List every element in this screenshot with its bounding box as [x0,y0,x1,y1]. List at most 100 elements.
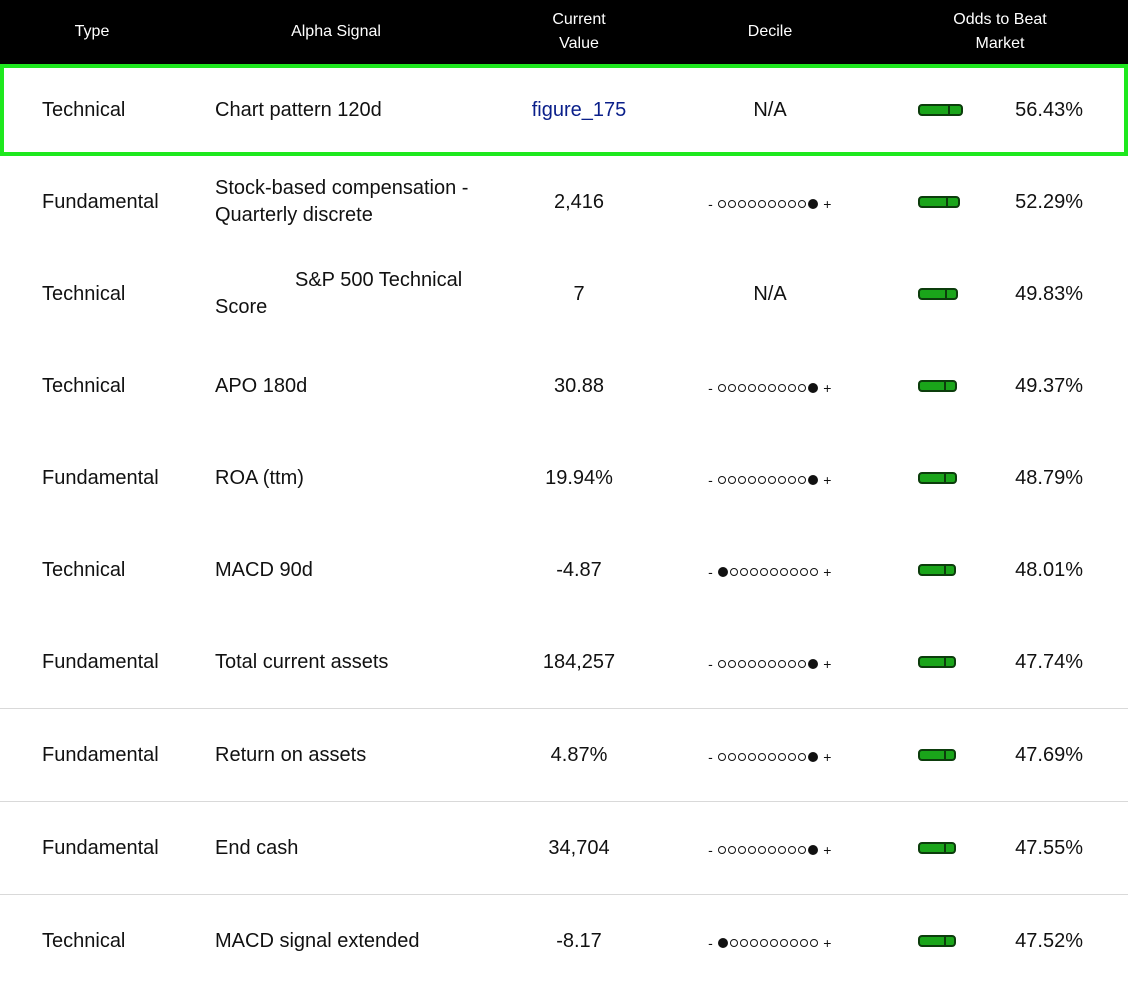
decile-cell: - + [680,432,860,524]
current-value-cell: 4.87% [500,709,658,801]
odds-bar [918,380,957,392]
odds-bar-cell [918,340,968,432]
table-row[interactable]: Fundamental End cash 34,704- +47.55% [0,801,1128,894]
decile-dot [748,846,757,854]
type-cell: Technical [42,374,126,397]
odds-bar [918,935,956,947]
decile-minus: - [708,934,714,951]
chart-pattern-link[interactable]: figure_175 [531,98,627,121]
odds-percent-cell: 56.43% [1015,98,1083,121]
table-row[interactable]: Fundamental Stock-based compensation - Qua… [0,156,1128,248]
decile-minus: - [708,841,714,858]
decile-dots [717,383,819,393]
odds-percent-cell: 48.01% [1015,558,1083,581]
decile-dot [770,568,779,576]
odds-bar [918,749,956,761]
decile-dot [778,846,787,854]
odds-bar [918,288,958,300]
decile-dots [717,475,819,485]
decile-minus: - [708,379,714,396]
current-value-cell: 184,257 [500,616,658,708]
current-value-cell: 30.88 [500,340,658,432]
table-row[interactable]: Technical S&P 500 Technical Score 7 N/A 49.83… [0,248,1128,340]
decile-dot [758,753,767,761]
alpha-signal-cell: APO 180d [215,340,505,432]
decile-dot [768,753,777,761]
decile-dot-filled [718,938,729,948]
table-row[interactable]: Technical APO 180d 30.88- +49.37% [0,340,1128,432]
decile-dot [810,939,819,947]
decile-plus: + [823,195,832,212]
type-cell: Fundamental [42,650,159,673]
table-row[interactable]: Technical MACD signal extended -8.17- +47.5… [0,894,1128,987]
decile-cell: - + [680,524,860,616]
current-value-cell: -8.17 [500,895,658,987]
decile-dot [748,660,757,668]
decile-dot [798,846,807,854]
header-type: Type [74,23,110,40]
decile-cell: - + [680,156,860,248]
odds-bar [918,104,963,116]
current-value-cell: 19.94% [500,432,658,524]
decile-indicator: - + [708,555,832,586]
decile-dot [738,200,747,208]
decile-cell: N/A [680,64,860,156]
decile-dots [717,567,819,577]
table-row[interactable]: Technical MACD 90d -4.87- +48.01% [0,524,1128,616]
odds-percent-cell: 47.52% [1015,929,1083,952]
decile-dot [810,568,819,576]
decile-dot-filled [808,383,819,393]
decile-indicator: - + [708,371,832,402]
table-row[interactable]: Fundamental ROA (ttm) 19.94% - +48.79% [0,432,1128,524]
type-cell: Technical [42,282,126,305]
decile-dot [748,384,757,392]
decile-cell: - + [680,895,860,987]
header-current-value: Current Value [552,11,606,52]
decile-dot [748,200,757,208]
decile-dot [738,660,747,668]
decile-dot [788,846,797,854]
decile-indicator: - + [708,647,832,678]
decile-dot [718,753,727,761]
table-row[interactable]: Technical Chart pattern 120d figure_175 N/A… [0,64,1128,156]
odds-bar-tick [944,380,946,392]
decile-plus: + [823,748,832,765]
odds-bar [918,196,960,208]
header-alpha-signal: Alpha Signal [291,23,381,40]
decile-dots [717,659,819,669]
decile-dot [758,384,767,392]
decile-cell: - + [680,616,860,708]
decile-dot [760,939,769,947]
decile-dot [778,384,787,392]
header-odds-to-beat-market: Odds to Beat Market [953,11,1047,52]
decile-dot [778,753,787,761]
decile-dot [798,384,807,392]
decile-dot-filled [808,659,819,669]
current-value-cell: 34,704 [500,802,658,894]
current-value-cell: 7 [500,248,658,340]
current-value: 184,257 [542,650,616,673]
table-row[interactable]: Fundamental Total current assets 184,257 - +… [0,616,1128,708]
decile-dots [717,845,819,855]
decile-dot [788,660,797,668]
odds-bar-tick [944,564,946,576]
odds-percent-cell: 49.37% [1015,374,1083,397]
decile-dots [717,199,819,209]
table-row[interactable]: Fundamental Return on assets 4.87% - +47.69% [0,708,1128,801]
alpha-signal-name-cont: Score [215,296,268,318]
decile-indicator: - + [708,463,832,494]
decile-dot [798,476,807,484]
type-cell: Fundamental [42,466,159,489]
decile-dot [788,476,797,484]
decile-plus: + [823,379,832,396]
odds-bar-tick [944,656,946,668]
alpha-signal-cell: End cash [215,802,505,894]
current-value: 30.88 [553,374,605,397]
decile-dot [800,568,809,576]
alpha-signal-name: Total current assets [215,650,389,673]
odds-percent-cell: 47.69% [1015,743,1083,766]
decile-dot [788,200,797,208]
current-value-cell: -4.87 [500,524,658,616]
odds-bar-cell [918,895,968,987]
decile-dot [728,660,737,668]
